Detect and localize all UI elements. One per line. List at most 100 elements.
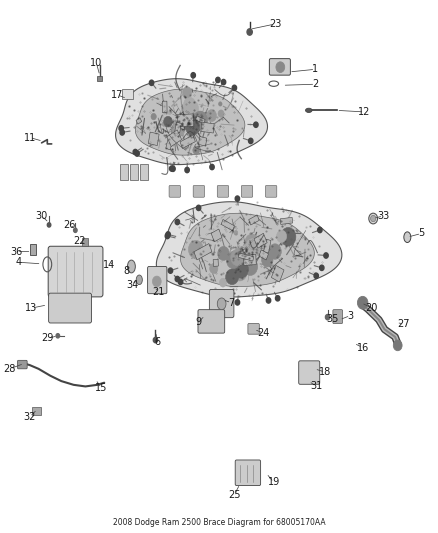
Polygon shape: [135, 89, 245, 155]
Circle shape: [175, 220, 180, 225]
FancyBboxPatch shape: [49, 293, 92, 323]
Circle shape: [193, 111, 208, 129]
FancyBboxPatch shape: [18, 360, 27, 369]
Text: 25: 25: [228, 490, 240, 499]
Bar: [201, 122, 214, 133]
Bar: [194, 244, 212, 260]
Bar: [130, 164, 138, 180]
Circle shape: [184, 100, 198, 118]
FancyBboxPatch shape: [299, 361, 320, 384]
Circle shape: [218, 110, 224, 117]
Circle shape: [135, 151, 139, 156]
Circle shape: [47, 223, 51, 227]
Bar: [180, 135, 195, 148]
Circle shape: [235, 196, 240, 201]
Circle shape: [245, 239, 261, 257]
Bar: [136, 118, 142, 124]
Circle shape: [234, 260, 248, 278]
Circle shape: [193, 146, 200, 155]
Circle shape: [195, 115, 203, 125]
Bar: [264, 239, 271, 253]
Bar: [82, 238, 88, 246]
Bar: [244, 254, 256, 265]
Text: 31: 31: [310, 382, 322, 391]
Bar: [32, 407, 41, 415]
Circle shape: [234, 230, 238, 235]
Bar: [213, 259, 219, 266]
Circle shape: [196, 205, 201, 211]
Ellipse shape: [127, 260, 135, 273]
Bar: [148, 132, 159, 146]
Circle shape: [245, 234, 259, 252]
FancyBboxPatch shape: [209, 289, 234, 318]
Circle shape: [245, 241, 251, 247]
Text: 6: 6: [155, 337, 161, 347]
Circle shape: [207, 110, 216, 122]
Circle shape: [56, 334, 60, 338]
Circle shape: [192, 115, 198, 123]
Circle shape: [248, 138, 253, 143]
Text: 7: 7: [228, 298, 234, 308]
Circle shape: [119, 126, 124, 131]
Text: 2: 2: [312, 79, 318, 89]
Circle shape: [185, 167, 189, 173]
Circle shape: [168, 268, 173, 273]
Text: 15: 15: [95, 383, 108, 393]
Text: 26: 26: [63, 220, 75, 230]
Text: 30: 30: [35, 211, 48, 221]
FancyBboxPatch shape: [217, 185, 229, 197]
Circle shape: [170, 166, 174, 171]
FancyBboxPatch shape: [148, 266, 167, 294]
Circle shape: [318, 228, 322, 233]
Circle shape: [120, 130, 124, 135]
Bar: [198, 136, 207, 146]
Circle shape: [168, 110, 171, 115]
Circle shape: [266, 298, 271, 303]
FancyBboxPatch shape: [333, 310, 343, 324]
Ellipse shape: [136, 275, 142, 285]
Text: 16: 16: [357, 343, 369, 352]
Text: 22: 22: [74, 236, 86, 246]
Bar: [120, 164, 128, 180]
Bar: [249, 215, 259, 225]
Circle shape: [325, 314, 330, 320]
Text: 18: 18: [319, 367, 331, 377]
Circle shape: [281, 228, 296, 246]
FancyBboxPatch shape: [193, 185, 205, 197]
Bar: [238, 253, 254, 261]
Bar: [221, 220, 234, 231]
Bar: [211, 229, 222, 242]
Bar: [122, 89, 133, 99]
Circle shape: [165, 233, 170, 239]
Polygon shape: [116, 79, 268, 165]
Circle shape: [393, 340, 402, 351]
Circle shape: [218, 246, 229, 261]
Text: 28: 28: [4, 364, 16, 374]
Circle shape: [243, 257, 258, 276]
Ellipse shape: [217, 298, 226, 310]
Text: 11: 11: [24, 133, 36, 142]
Circle shape: [324, 253, 328, 258]
Circle shape: [276, 230, 286, 243]
Bar: [140, 164, 148, 180]
Bar: [97, 76, 102, 81]
Bar: [167, 130, 182, 147]
FancyBboxPatch shape: [198, 310, 225, 333]
FancyBboxPatch shape: [241, 185, 253, 197]
Text: 3: 3: [347, 311, 353, 320]
Text: 13: 13: [25, 303, 38, 313]
Circle shape: [183, 87, 192, 98]
Bar: [166, 139, 173, 150]
Bar: [30, 244, 36, 255]
FancyBboxPatch shape: [169, 185, 180, 197]
Circle shape: [276, 62, 285, 72]
FancyBboxPatch shape: [265, 185, 277, 197]
Bar: [259, 250, 268, 260]
Circle shape: [254, 122, 258, 127]
Text: 27: 27: [398, 319, 410, 329]
Text: 32: 32: [24, 412, 36, 422]
Circle shape: [151, 114, 156, 120]
Circle shape: [219, 102, 222, 106]
Circle shape: [232, 85, 237, 91]
Circle shape: [226, 269, 239, 285]
